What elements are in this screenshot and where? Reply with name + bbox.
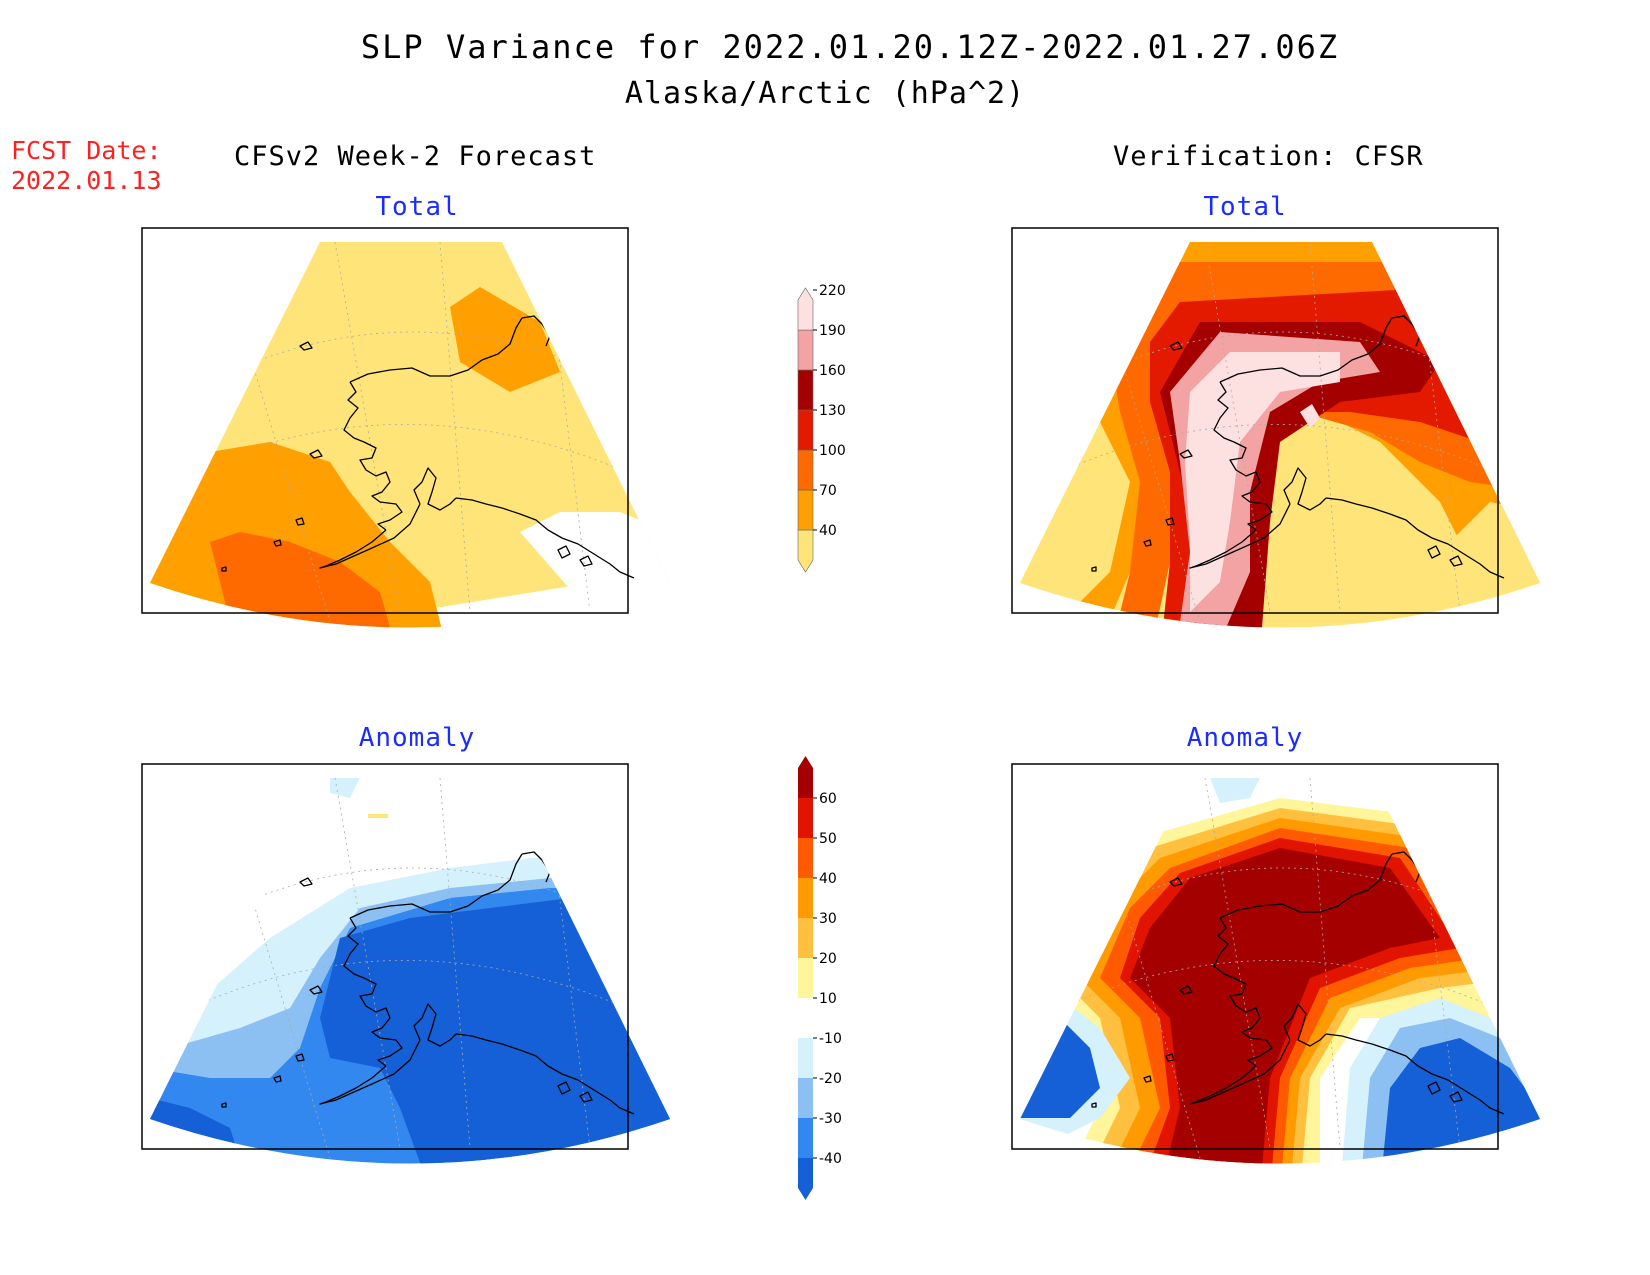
anomaly-colorbar-label: -20 [819, 1071, 842, 1087]
verification-anomaly-field-pos60 [1130, 848, 1440, 1164]
anomaly-colorbar-box [798, 958, 813, 998]
total-colorbar: 40 70 100 130 160 190 220 [797, 283, 846, 573]
verification-total-frame [1011, 227, 1499, 614]
verification-anomaly-map [1011, 763, 1540, 1164]
anomaly-colorbar-label: 20 [819, 951, 837, 967]
forecast-anomaly-map [141, 763, 670, 1164]
forecast-column-heading: CFSv2 Week-2 Forecast [234, 141, 597, 172]
forecast-anomaly-field-neg10-north [330, 778, 360, 798]
verification-anomaly-frame [1011, 763, 1499, 1150]
verification-total-field-220 [1185, 352, 1340, 612]
anomaly-colorbar-box [798, 1118, 813, 1158]
forecast-anomaly-frame [141, 763, 629, 1150]
total-colorbar-boxes [797, 287, 814, 573]
forecast-total-field-100-130 [210, 532, 400, 628]
anomaly-colorbar-box [798, 918, 813, 958]
anomaly-colorbar-box [798, 798, 813, 838]
anomaly-colorbar-box [798, 1078, 813, 1118]
total-colorbar-box [797, 369, 814, 411]
forecast-total-map [141, 227, 670, 628]
anomaly-colorbar-box [798, 998, 813, 1038]
anomaly-colorbar-label: 50 [819, 831, 837, 847]
anomaly-colorbar-box [798, 1038, 813, 1078]
fcst-date-block: FCST Date: 2022.01.13 [11, 136, 162, 196]
forecast-anomaly-field-pos10-spot [368, 814, 388, 818]
forecast-anomaly-title: Anomaly [358, 723, 476, 753]
verification-total-map [1011, 227, 1540, 628]
fcst-date-label: FCST Date: [11, 136, 162, 165]
forecast-total-no-data [520, 512, 670, 612]
fcst-date-value: 2022.01.13 [11, 166, 162, 195]
anomaly-colorbar-label: -30 [819, 1111, 842, 1127]
total-colorbar-label: 130 [819, 403, 846, 419]
total-colorbar-label: 70 [819, 483, 837, 499]
total-colorbar-box [797, 287, 814, 331]
anomaly-colorbar-boxes [798, 756, 813, 1200]
total-colorbar-box [797, 529, 814, 573]
total-colorbar-label: 160 [819, 363, 846, 379]
forecast-total-frame [141, 227, 629, 614]
total-colorbar-label: 190 [819, 323, 846, 339]
total-colorbar-label: 100 [819, 443, 846, 459]
forecast-total-field-70-100-north [450, 287, 560, 392]
anomaly-colorbar-box [798, 878, 813, 918]
verification-total-title: Total [1203, 192, 1287, 222]
anomaly-colorbar-label: 30 [819, 911, 837, 927]
total-colorbar-box [797, 329, 814, 371]
forecast-anomaly-field-neg40 [320, 898, 670, 1164]
verification-anomaly-title: Anomaly [1186, 723, 1304, 753]
anomaly-colorbar: -40 -30 -20 -10 10 20 30 40 50 60 [798, 756, 842, 1200]
total-colorbar-labels: 40 70 100 130 160 190 220 [813, 283, 846, 539]
anomaly-colorbar-label: -10 [819, 1031, 842, 1047]
anomaly-colorbar-box [798, 756, 813, 798]
total-colorbar-label: 220 [819, 283, 846, 299]
total-colorbar-box [797, 409, 814, 451]
total-colorbar-box [797, 489, 814, 531]
anomaly-colorbar-labels: -40 -30 -20 -10 10 20 30 40 50 60 [813, 791, 842, 1167]
verification-column-heading: Verification: CFSR [1113, 141, 1424, 172]
forecast-total-title: Total [375, 192, 459, 222]
total-colorbar-label: 40 [819, 523, 837, 539]
anomaly-colorbar-box [798, 1158, 813, 1200]
figure-title: SLP Variance for 2022.01.20.12Z-2022.01.… [360, 28, 1340, 66]
anomaly-colorbar-label: -40 [819, 1151, 842, 1167]
anomaly-colorbar-label: 60 [819, 791, 837, 807]
anomaly-colorbar-label: 10 [819, 991, 837, 1007]
total-colorbar-box [797, 449, 814, 491]
anomaly-colorbar-box [798, 838, 813, 878]
anomaly-colorbar-label: 40 [819, 871, 837, 887]
figure-subtitle: Alaska/Arctic (hPa^2) [624, 76, 1026, 111]
